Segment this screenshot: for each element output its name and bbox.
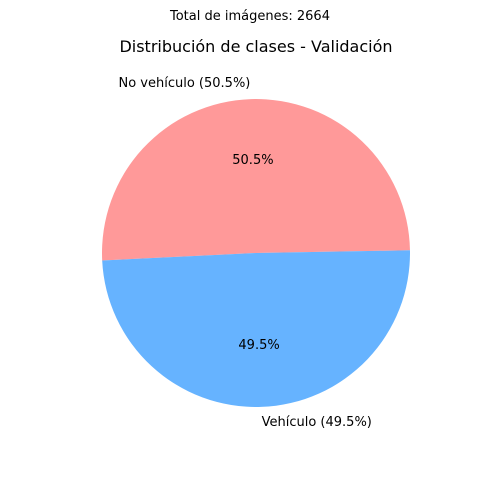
- chart-title: Distribución de clases - Validación: [119, 37, 392, 56]
- pie-slice-label-1: Vehículo (49.5%): [262, 415, 372, 430]
- pie-slice-label-0: No vehículo (50.5%): [118, 76, 250, 91]
- pie-slice-0: [102, 99, 410, 261]
- pie-slices: [102, 99, 410, 407]
- chart-suptitle: Total de imágenes: 2664: [169, 9, 330, 24]
- pie-slice-1: [102, 250, 410, 407]
- pie-percent-label-1: 49.5%: [238, 338, 279, 353]
- pie-percent-label-0: 50.5%: [232, 153, 273, 168]
